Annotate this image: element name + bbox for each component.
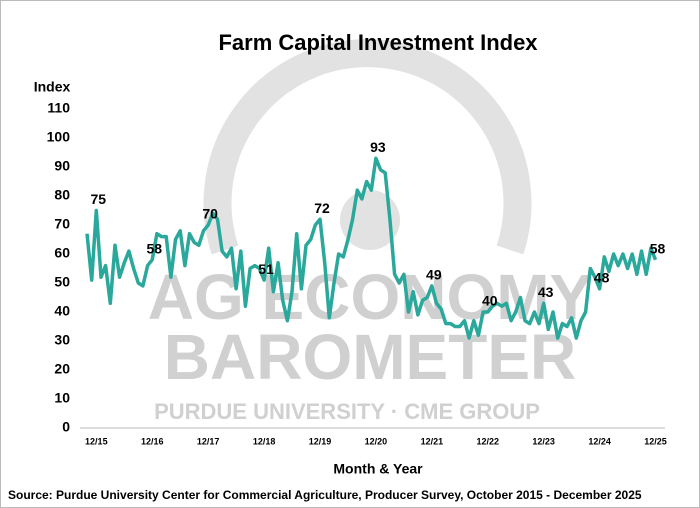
data-label: 72: [314, 200, 330, 216]
x-axis-label: Month & Year: [333, 461, 423, 477]
x-tick-label: 12/18: [253, 436, 276, 446]
data-label: 49: [426, 267, 442, 283]
watermark-line: PURDUE UNIVERSITY · CME GROUP: [154, 399, 540, 424]
data-line: [85, 156, 658, 340]
y-tick-label: 110: [47, 100, 70, 116]
watermark-line: BAROMETER: [164, 321, 576, 393]
x-tick-label: 12/19: [309, 436, 332, 446]
watermark-logo: [203, 39, 532, 255]
data-label: 40: [482, 293, 498, 309]
data-label: 58: [146, 241, 162, 257]
x-tick-label: 12/24: [588, 436, 611, 446]
y-tick-label: 50: [54, 274, 70, 290]
y-tick-label: 30: [54, 332, 70, 348]
x-tick-label: 12/17: [197, 436, 220, 446]
x-tick-label: 12/15: [85, 436, 108, 446]
source-note: Source: Purdue University Center for Com…: [8, 488, 642, 502]
y-tick-label: 0: [62, 419, 70, 435]
x-tick-label: 12/16: [141, 436, 164, 446]
logo-arc: [203, 39, 532, 255]
x-tick-label: 12/20: [365, 436, 388, 446]
data-label: 75: [91, 191, 107, 207]
y-tick-label: 100: [47, 129, 71, 145]
x-tick-label: 12/25: [644, 436, 667, 446]
y-tick-label: 40: [54, 303, 70, 319]
y-tick-label: 70: [54, 216, 70, 232]
y-tick-label: 10: [54, 390, 70, 406]
y-tick-label: 20: [54, 361, 70, 377]
y-tick-label: 60: [54, 245, 70, 261]
data-label: 43: [538, 284, 554, 300]
data-label: 70: [202, 206, 218, 222]
data-label: 48: [594, 270, 610, 286]
x-tick-label: 12/22: [476, 436, 499, 446]
x-tick-label: 12/21: [421, 436, 444, 446]
y-tick-label: 90: [54, 158, 70, 174]
chart-title: Farm Capital Investment Index: [218, 30, 538, 55]
data-label: 93: [370, 139, 386, 155]
data-label: 58: [650, 241, 666, 257]
x-tick-label: 12/23: [532, 436, 555, 446]
watermark-line: AG ECONOMY: [148, 261, 592, 333]
data-label: 51: [258, 261, 274, 277]
y-tick-label: 80: [54, 187, 70, 203]
y-axis-label: Index: [34, 79, 71, 95]
